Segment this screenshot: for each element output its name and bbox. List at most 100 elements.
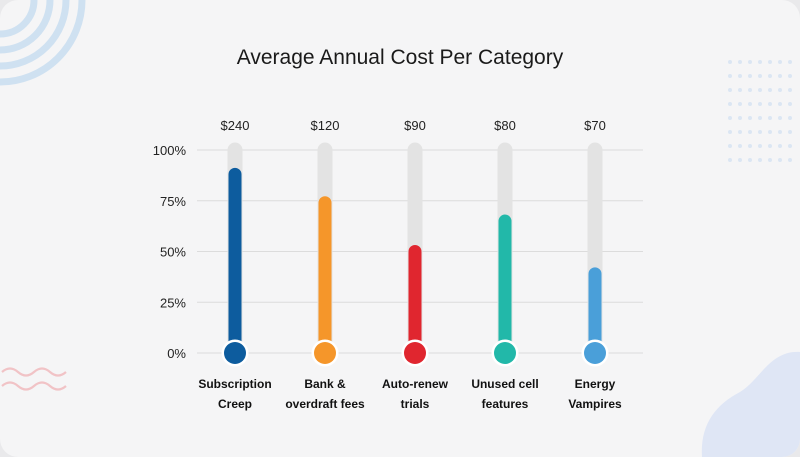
decorative-dot — [738, 88, 742, 92]
decorative-dot — [788, 116, 792, 120]
category-label: Creep — [218, 397, 252, 411]
decorative-dot — [788, 144, 792, 148]
decorative-dot — [738, 102, 742, 106]
thermometer-bar — [401, 142, 429, 367]
decorative-dot — [748, 144, 752, 148]
decorative-dot — [778, 102, 782, 106]
decorative-dot — [778, 116, 782, 120]
decorative-dot — [758, 144, 762, 148]
category-label: Unused cell — [471, 377, 538, 391]
decorative-dot-grid — [728, 60, 792, 162]
cost-label: $80 — [494, 118, 516, 133]
decorative-dot — [758, 60, 762, 64]
decorative-dot — [748, 60, 752, 64]
decorative-dot — [758, 102, 762, 106]
decorative-dot — [748, 102, 752, 106]
decorative-dot — [748, 158, 752, 162]
decorative-dot — [788, 130, 792, 134]
decorative-dot — [728, 60, 732, 64]
decorative-dot — [778, 158, 782, 162]
decorative-dot — [738, 74, 742, 78]
category-label: trials — [401, 397, 430, 411]
bars — [221, 142, 609, 367]
bar-fill — [408, 245, 422, 353]
category-label: Energy — [575, 377, 616, 391]
decorative-dot — [728, 88, 732, 92]
y-tick-label: 25% — [160, 295, 186, 310]
decorative-dot — [748, 116, 752, 120]
decorative-dot — [728, 74, 732, 78]
category-label: Bank & — [304, 377, 346, 391]
y-tick-label: 100% — [153, 143, 187, 158]
bar-bulb — [494, 342, 516, 364]
decorative-waves — [1, 367, 67, 391]
decorative-dot — [748, 74, 752, 78]
decorative-dot — [768, 74, 772, 78]
cost-label: $240 — [221, 118, 250, 133]
decorative-dot — [758, 74, 762, 78]
bar-bulb — [224, 342, 246, 364]
decorative-dot — [788, 60, 792, 64]
cost-labels: $240 $120 $90 $80 $70 — [221, 118, 606, 133]
decorative-dot — [778, 88, 782, 92]
decorative-dot — [778, 144, 782, 148]
decorative-dot — [758, 88, 762, 92]
decorative-dot — [738, 158, 742, 162]
decorative-dot — [768, 116, 772, 120]
decorative-dot — [778, 60, 782, 64]
thermometer-bar — [221, 142, 249, 367]
decorative-dot — [748, 130, 752, 134]
chart-title: Average Annual Cost Per Category — [237, 46, 564, 69]
cost-label: $120 — [311, 118, 340, 133]
category-label: Vampires — [568, 397, 622, 411]
y-tick-label: 75% — [160, 194, 186, 209]
decorative-dot — [758, 130, 762, 134]
decorative-dot — [778, 130, 782, 134]
decorative-dot — [728, 144, 732, 148]
decorative-dot — [788, 74, 792, 78]
y-axis: 100% 75% 50% 25% 0% — [153, 143, 187, 361]
decorative-dot — [768, 158, 772, 162]
decorative-blob — [701, 351, 800, 457]
decorative-dot — [728, 116, 732, 120]
bar-bulb — [314, 342, 336, 364]
bar-bulb — [404, 342, 426, 364]
decorative-dot — [788, 88, 792, 92]
thermometer-bar — [581, 142, 609, 367]
cost-label: $70 — [584, 118, 606, 133]
decorative-dot — [768, 144, 772, 148]
decorative-dot — [768, 102, 772, 106]
category-label: Subscription — [198, 377, 271, 391]
decorative-dot — [778, 74, 782, 78]
cost-label: $90 — [404, 118, 426, 133]
bar-bulb — [584, 342, 606, 364]
bar-fill — [588, 267, 602, 353]
decorative-dot — [738, 116, 742, 120]
decorative-dot — [768, 60, 772, 64]
decorative-dot — [758, 158, 762, 162]
category-label: Auto-renew — [382, 377, 449, 391]
decorative-dot — [738, 60, 742, 64]
decorative-dot — [788, 158, 792, 162]
category-labels: Subscription Creep Bank & overdraft fees Aut… — [198, 377, 622, 411]
y-tick-label: 50% — [160, 245, 186, 260]
decorative-dot — [758, 116, 762, 120]
decorative-dot — [728, 102, 732, 106]
category-label: overdraft fees — [285, 397, 365, 411]
bar-fill — [498, 214, 512, 353]
decorative-dot — [728, 130, 732, 134]
thermometer-bar — [311, 142, 339, 367]
bar-fill — [228, 167, 242, 353]
decorative-dot — [768, 130, 772, 134]
decorative-dot — [788, 102, 792, 106]
y-tick-label: 0% — [167, 346, 186, 361]
decorative-dot — [738, 144, 742, 148]
decorative-dot — [728, 158, 732, 162]
decorative-dot — [748, 88, 752, 92]
category-label: features — [482, 397, 529, 411]
thermometer-bar — [491, 142, 519, 367]
bar-fill — [318, 196, 332, 353]
decorative-dot — [768, 88, 772, 92]
